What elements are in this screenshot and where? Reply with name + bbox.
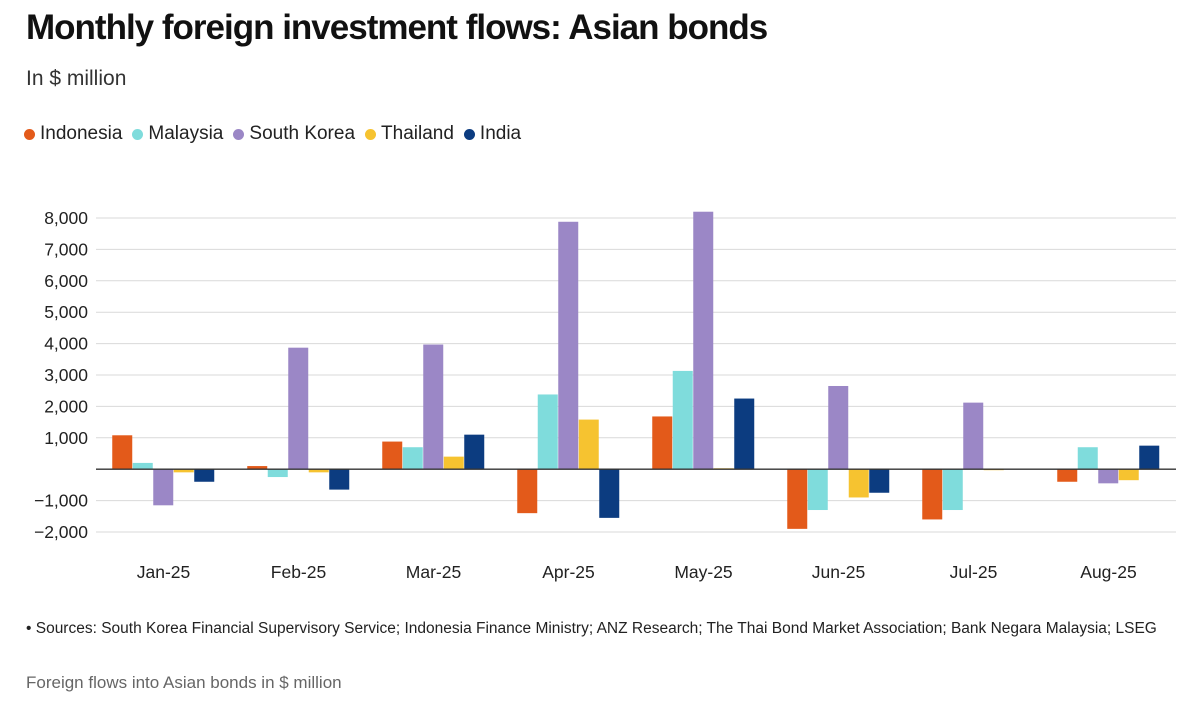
legend-item-malaysia: Malaysia <box>132 123 223 145</box>
bar-south-korea-aug-25 <box>1098 469 1119 484</box>
bar-malaysia-mar-25 <box>402 447 423 470</box>
y-tick-label: 4,000 <box>44 334 88 354</box>
y-tick-label: 5,000 <box>44 302 88 322</box>
sources-note: • Sources: South Korea Financial Supervi… <box>26 620 1157 637</box>
x-tick-label: Aug-25 <box>1080 562 1136 582</box>
bar-south-korea-jul-25 <box>963 402 984 470</box>
x-tick-label: Apr-25 <box>542 562 595 582</box>
bar-thailand-jun-25 <box>848 469 869 498</box>
bar-india-jan-25 <box>194 469 215 482</box>
bar-india-feb-25 <box>329 469 350 490</box>
legend-item-south-korea: South Korea <box>233 123 355 145</box>
legend-label: Indonesia <box>40 123 123 144</box>
bar-indonesia-mar-25 <box>382 441 403 470</box>
y-tick-label: −1,000 <box>34 491 88 511</box>
legend-item-india: India <box>463 123 522 145</box>
bar-thailand-aug-25 <box>1118 469 1139 481</box>
bar-thailand-feb-25 <box>308 469 329 473</box>
bar-india-apr-25 <box>599 469 620 518</box>
y-tick-label: −2,000 <box>34 522 88 542</box>
bar-indonesia-feb-25 <box>247 466 268 470</box>
x-tick-label: Feb-25 <box>271 562 326 582</box>
bar-india-mar-25 <box>464 434 485 470</box>
bar-chart: −2,000 −1,000 1,000 2,000 3,000 4,000 5,000 6,0… <box>34 208 1176 582</box>
bar-thailand-apr-25 <box>578 419 599 470</box>
bar-malaysia-feb-25 <box>267 469 288 478</box>
bar-indonesia-may-25 <box>652 416 673 470</box>
bar-malaysia-jan-25 <box>132 462 153 470</box>
legend: Indonesia Malaysia South Korea Thailand Indi… <box>24 123 531 145</box>
legend-swatch-malaysia <box>132 128 144 140</box>
legend-swatch-thailand <box>365 128 377 140</box>
bar-south-korea-apr-25 <box>558 221 579 470</box>
legend-label: Thailand <box>381 123 454 144</box>
chart-title: Monthly foreign investment flows: Asian … <box>26 8 768 47</box>
bar-indonesia-jul-25 <box>922 469 943 520</box>
bar-malaysia-jun-25 <box>807 469 828 511</box>
bar-india-jun-25 <box>869 469 890 493</box>
x-tick-label: Mar-25 <box>406 562 461 582</box>
x-tick-label: Jan-25 <box>137 562 191 582</box>
legend-label: Malaysia <box>148 123 224 144</box>
chart-caption: Foreign flows into Asian bonds in $ mill… <box>26 673 342 692</box>
x-tick-label: May-25 <box>674 562 732 582</box>
x-tick-label: Jun-25 <box>812 562 866 582</box>
x-tick-label: Jul-25 <box>950 562 998 582</box>
bar-malaysia-may-25 <box>672 370 693 470</box>
bar-south-korea-jan-25 <box>153 469 174 506</box>
bar-indonesia-aug-25 <box>1057 469 1078 482</box>
bar-thailand-mar-25 <box>443 456 464 470</box>
y-tick-label: 3,000 <box>44 365 88 385</box>
bar-india-may-25 <box>734 398 755 470</box>
bar-south-korea-jun-25 <box>828 385 849 470</box>
bar-south-korea-feb-25 <box>288 347 309 470</box>
legend-label: South Korea <box>249 123 356 144</box>
legend-swatch-indonesia <box>24 128 35 140</box>
y-tick-label: 1,000 <box>44 428 88 448</box>
bar-malaysia-apr-25 <box>537 394 558 470</box>
bar-indonesia-apr-25 <box>517 469 538 514</box>
legend-swatch-south-korea <box>233 128 245 140</box>
bar-india-aug-25 <box>1139 445 1160 470</box>
y-tick-label: 2,000 <box>44 396 88 416</box>
chart-subtitle: In $ million <box>26 67 127 90</box>
y-tick-label: 8,000 <box>44 208 88 228</box>
bar-thailand-jan-25 <box>173 469 194 473</box>
legend-item-indonesia: Indonesia <box>24 123 122 145</box>
bar-south-korea-mar-25 <box>423 344 444 470</box>
bar-south-korea-may-25 <box>693 211 714 470</box>
legend-label: India <box>479 123 522 144</box>
y-tick-label: 7,000 <box>44 239 88 259</box>
bar-malaysia-aug-25 <box>1077 447 1098 470</box>
bar-indonesia-jun-25 <box>787 469 808 529</box>
bar-indonesia-jan-25 <box>112 435 133 470</box>
legend-swatch-india <box>463 128 475 140</box>
y-tick-label: 6,000 <box>44 271 88 291</box>
bar-malaysia-jul-25 <box>942 469 963 511</box>
legend-item-thailand: Thailand <box>365 123 454 145</box>
